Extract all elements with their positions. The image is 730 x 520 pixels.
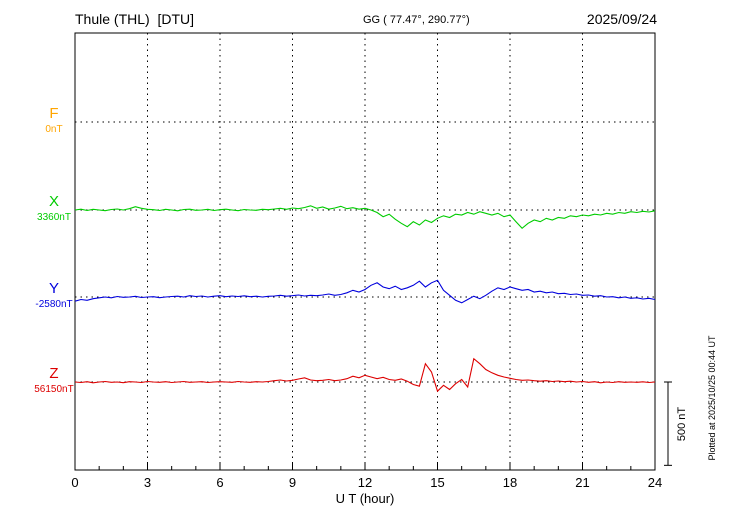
channel-baseline-value-X: 3360nT [37, 212, 71, 223]
trace-X [74, 205, 656, 230]
channel-baseline-value-F: 0nT [45, 124, 63, 135]
x-tick-label: 6 [216, 475, 223, 490]
x-tick-label: 18 [503, 475, 517, 490]
scale-bar-label: 500 nT [676, 406, 688, 442]
x-axis-label: U T (hour) [335, 491, 395, 506]
x-tick-label: 12 [358, 475, 372, 490]
channel-label-X: X [48, 193, 59, 210]
x-tick-label: 21 [575, 475, 589, 490]
channel-baseline-value-Z: 56150nT [34, 384, 74, 395]
channel-label-Y: Y [48, 280, 59, 297]
trace-Z [74, 357, 656, 393]
x-tick-label: 0 [71, 475, 78, 490]
x-tick-label: 9 [289, 475, 296, 490]
trace-Y [74, 279, 656, 304]
x-tick-label: 3 [144, 475, 151, 490]
channel-label-Z: Z [49, 365, 59, 382]
x-tick-label: 15 [430, 475, 444, 490]
plotted-at-note: Plotted at 2025/10/25 00:44 UT [707, 335, 717, 461]
plot-frame [74, 32, 656, 471]
x-tick-label: 24 [648, 475, 662, 490]
station-title: Thule (THL) [DTU] [75, 11, 195, 27]
channel-baseline-value-Y: -2580nT [35, 299, 73, 310]
plot-date: 2025/09/24 [586, 11, 657, 27]
channel-label-F: F [49, 105, 59, 122]
geographic-coords: GG ( 77.47°, 290.77°) [363, 14, 470, 26]
